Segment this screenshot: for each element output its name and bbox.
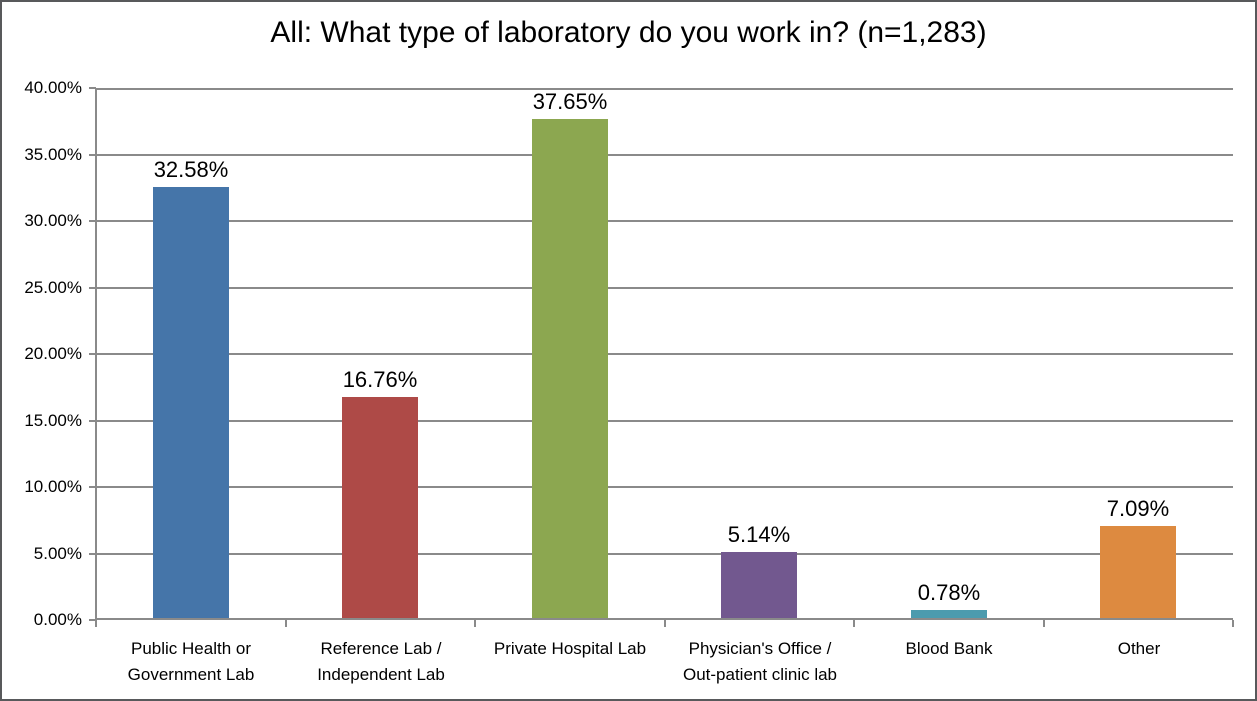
bar <box>153 187 229 620</box>
bar <box>532 119 608 620</box>
y-axis-tick <box>89 220 96 222</box>
x-axis-category-label: Blood Bank <box>905 639 993 658</box>
bar <box>721 552 797 620</box>
x-axis-tick <box>474 620 476 627</box>
chart-title: All: What type of laboratory do you work… <box>270 16 987 49</box>
y-axis-line <box>95 88 97 627</box>
y-axis-tick-label: 40.00% <box>24 78 82 97</box>
plot-area <box>96 88 1233 620</box>
bar-value-label: 32.58% <box>153 157 229 182</box>
gridline <box>96 552 1233 555</box>
y-axis-tick <box>89 419 96 422</box>
bar <box>911 610 987 620</box>
y-axis-tick <box>89 486 96 488</box>
gridline <box>96 88 1233 90</box>
y-axis-tick <box>89 286 96 289</box>
gridline <box>96 286 1233 289</box>
x-axis-tick <box>95 620 97 627</box>
x-axis-line <box>96 618 1233 620</box>
y-axis-tick-label: 15.00% <box>24 410 82 430</box>
x-axis-tick <box>853 620 855 627</box>
x-axis-category-label: Physician's Office / Out-patient clinic … <box>682 639 838 684</box>
y-axis-tick <box>89 619 96 621</box>
x-axis-tick <box>664 620 666 627</box>
gridline <box>96 486 1233 488</box>
gridline <box>96 220 1233 222</box>
x-axis-category-label: Other <box>1117 639 1161 658</box>
y-axis-tick-label: 5.00% <box>33 543 82 563</box>
bar-value-label: 0.78% <box>917 580 981 605</box>
gridline <box>96 153 1233 156</box>
x-axis-category-label: Private Hospital Lab <box>493 639 647 658</box>
bar <box>342 397 418 620</box>
y-axis-tick-label: 35.00% <box>24 144 82 164</box>
x-axis-tick <box>1232 620 1234 627</box>
gridline <box>96 353 1233 355</box>
bar-value-label: 37.65% <box>532 89 608 114</box>
x-axis-tick <box>285 620 287 627</box>
y-axis-tick <box>89 87 96 89</box>
bar-value-label: 7.09% <box>1106 496 1170 521</box>
y-axis-tick <box>89 552 96 555</box>
bar-value-label: 5.14% <box>727 522 791 547</box>
y-axis-tick-label: 0.00% <box>33 610 82 629</box>
bar-value-label: 16.76% <box>342 367 418 392</box>
y-axis-tick <box>89 353 96 355</box>
y-axis-tick-label: 30.00% <box>24 211 82 230</box>
y-axis-tick-label: 10.00% <box>24 477 82 496</box>
x-axis-tick <box>1043 620 1045 627</box>
bar <box>1100 526 1176 620</box>
x-axis-category-label: Public Health or Government Lab <box>127 639 255 684</box>
gridline <box>96 419 1233 422</box>
y-axis-tick-label: 25.00% <box>24 277 82 297</box>
y-axis-tick <box>89 153 96 156</box>
x-axis-category-label: Reference Lab / Independent Lab <box>317 639 445 684</box>
y-axis-tick-label: 20.00% <box>24 344 82 363</box>
